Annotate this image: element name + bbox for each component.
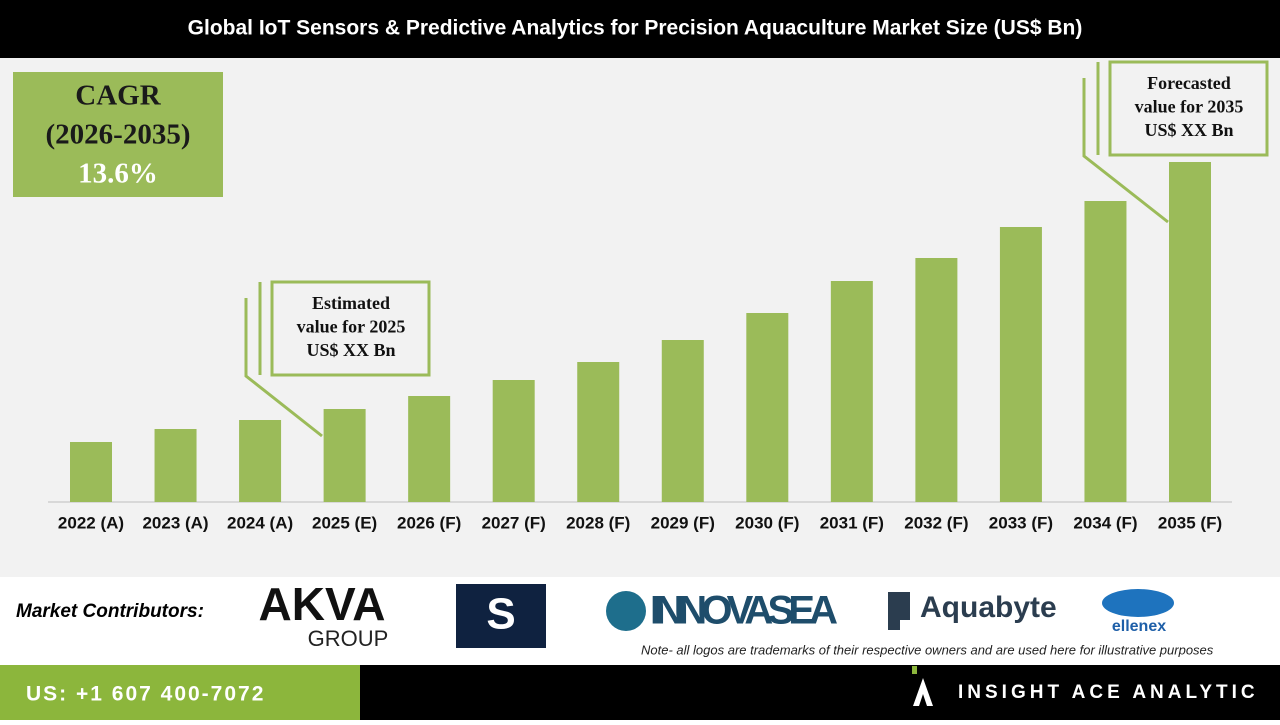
x-tick-label: 2031 (F) <box>820 513 884 532</box>
title-bar <box>0 0 1280 58</box>
bar <box>70 442 112 502</box>
bar <box>1084 201 1127 502</box>
bar <box>154 429 197 502</box>
x-tick-label: 2032 (F) <box>904 513 968 532</box>
callout-2025 <box>244 280 431 438</box>
logo-akva: AKVA <box>259 578 386 630</box>
logo-ellenex-icon <box>1102 589 1174 617</box>
x-tick-label: 2025 (E) <box>312 513 377 532</box>
brand-icon-accent <box>912 666 917 674</box>
bar <box>661 340 704 502</box>
x-tick-label: 2030 (F) <box>735 513 799 532</box>
chart-title: Global IoT Sensors & Predictive Analytic… <box>188 17 1083 40</box>
annotation-line: value for 2035 <box>1135 97 1244 117</box>
bar <box>323 409 366 502</box>
logo-note: Note- all logos are trademarks of their … <box>641 642 1214 657</box>
bar <box>915 258 958 502</box>
logo-innovasea-icon <box>606 591 646 631</box>
x-tick-label: 2026 (F) <box>397 513 461 532</box>
annotation-line: Forecasted <box>1147 73 1231 93</box>
x-tick-label: 2034 (F) <box>1073 513 1137 532</box>
annotation-line: US$ XX Bn <box>306 340 395 360</box>
x-tick-label: 2035 (F) <box>1158 513 1222 532</box>
logo-akva-group: GROUP <box>308 626 389 651</box>
cagr-label: CAGR <box>75 80 161 112</box>
x-tick-label: 2028 (F) <box>566 513 630 532</box>
annotation-line: value for 2025 <box>297 317 406 337</box>
callout-2035 <box>1082 60 1269 224</box>
x-tick-label: 2023 (A) <box>142 513 208 532</box>
logo-innovasea: INNOVASEA <box>650 589 838 633</box>
x-tick-label: 2022 (A) <box>58 513 124 532</box>
logo-aquabyte-icon <box>888 592 910 630</box>
bar <box>577 362 620 502</box>
bar <box>999 227 1042 502</box>
footer-phone: US: +1 607 400-7072 <box>26 683 265 706</box>
footer-phone-bg <box>0 665 360 720</box>
logo-s: S <box>486 590 515 639</box>
logo-aquabyte: Aquabyte <box>920 591 1057 624</box>
bar <box>746 313 789 502</box>
logo-s-box <box>456 584 546 648</box>
bar <box>1169 162 1211 502</box>
cagr-period: (2026-2035) <box>46 119 191 151</box>
x-tick-label: 2024 (A) <box>227 513 293 532</box>
cagr-value: 13.6% <box>78 158 158 190</box>
brand-icon <box>913 678 933 706</box>
x-tick-label: 2029 (F) <box>651 513 715 532</box>
cagr-box <box>13 72 223 197</box>
x-tick-label: 2033 (F) <box>989 513 1053 532</box>
footer-brand: INSIGHT ACE ANALYTIC <box>958 682 1259 703</box>
logo-ellenex: ellenex <box>1112 618 1166 635</box>
bar <box>830 281 873 502</box>
annotation-line: Estimated <box>312 293 390 313</box>
contributors-label: Market Contributors: <box>16 601 204 622</box>
annotation-line: US$ XX Bn <box>1144 120 1233 140</box>
footer-brand-bg <box>360 665 1280 720</box>
bar <box>492 380 535 502</box>
bar <box>408 396 451 502</box>
bar <box>239 420 282 502</box>
x-tick-label: 2027 (F) <box>482 513 546 532</box>
